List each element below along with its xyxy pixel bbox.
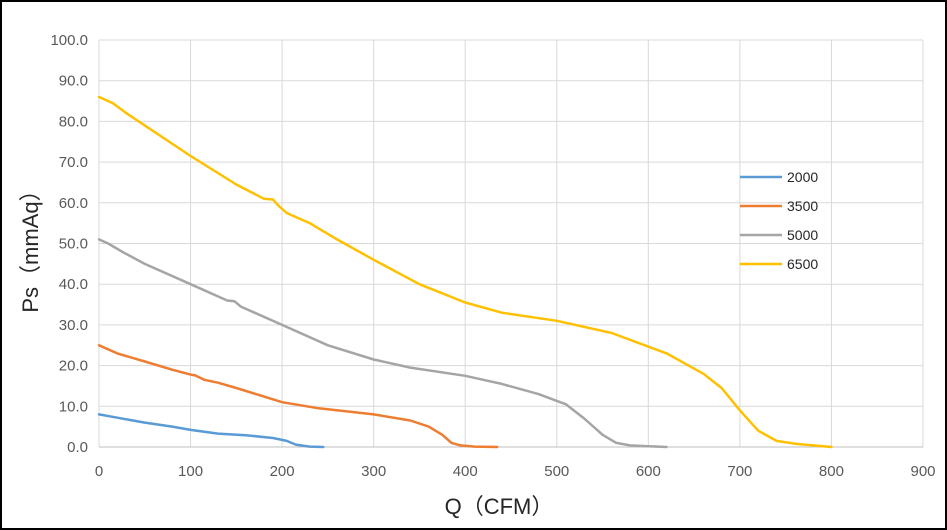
x-tick-label: 300 (361, 463, 386, 480)
series-line-5000 (97, 238, 668, 449)
x-tick-label: 500 (544, 463, 569, 480)
x-tick-label: 400 (453, 463, 478, 480)
y-tick-labels: 0.0 10.0 20.0 30.0 40.0 50.0 60.0 70.0 80.0 90.0 1… (50, 32, 88, 456)
axes (98, 40, 923, 448)
legend-label-6500: 6500 (787, 256, 818, 272)
y-tick-label: 80.0 (59, 113, 88, 130)
x-axis-title: Q（CFM） (445, 494, 554, 519)
x-tick-label: 900 (910, 463, 935, 480)
x-tick-labels: 0 100 200 300 400 500 600 700 800 900 (95, 463, 936, 480)
legend-label-5000: 5000 (787, 227, 818, 243)
x-tick-label: 100 (178, 463, 203, 480)
y-tick-label: 50.0 (59, 236, 88, 253)
legend-label-3500: 3500 (787, 198, 818, 214)
series-line-2000 (97, 413, 325, 449)
legend-label-2000: 2000 (787, 169, 818, 185)
y-tick-label: 100.0 (50, 32, 88, 49)
x-tick-label: 600 (636, 463, 661, 480)
y-tick-label: 20.0 (59, 358, 88, 375)
y-tick-label: 90.0 (59, 73, 88, 90)
series-line-6500 (97, 95, 833, 449)
y-tick-label: 0.0 (67, 439, 88, 456)
x-tick-label: 700 (727, 463, 752, 480)
x-tick-label: 0 (95, 463, 103, 480)
y-tick-label: 70.0 (59, 154, 88, 171)
y-tick-label: 10.0 (59, 398, 88, 415)
series-line-3500 (97, 344, 499, 449)
x-tick-label: 800 (819, 463, 844, 480)
y-axis-title: Ps（mmAq） (18, 179, 43, 312)
x-tick-label: 200 (270, 463, 295, 480)
y-tick-label: 30.0 (59, 317, 88, 334)
series-lines (97, 95, 833, 449)
y-tick-label: 40.0 (59, 276, 88, 293)
gridlines (99, 39, 924, 447)
legend: 2000 3500 5000 6500 (740, 169, 818, 272)
y-tick-label: 60.0 (59, 195, 88, 212)
